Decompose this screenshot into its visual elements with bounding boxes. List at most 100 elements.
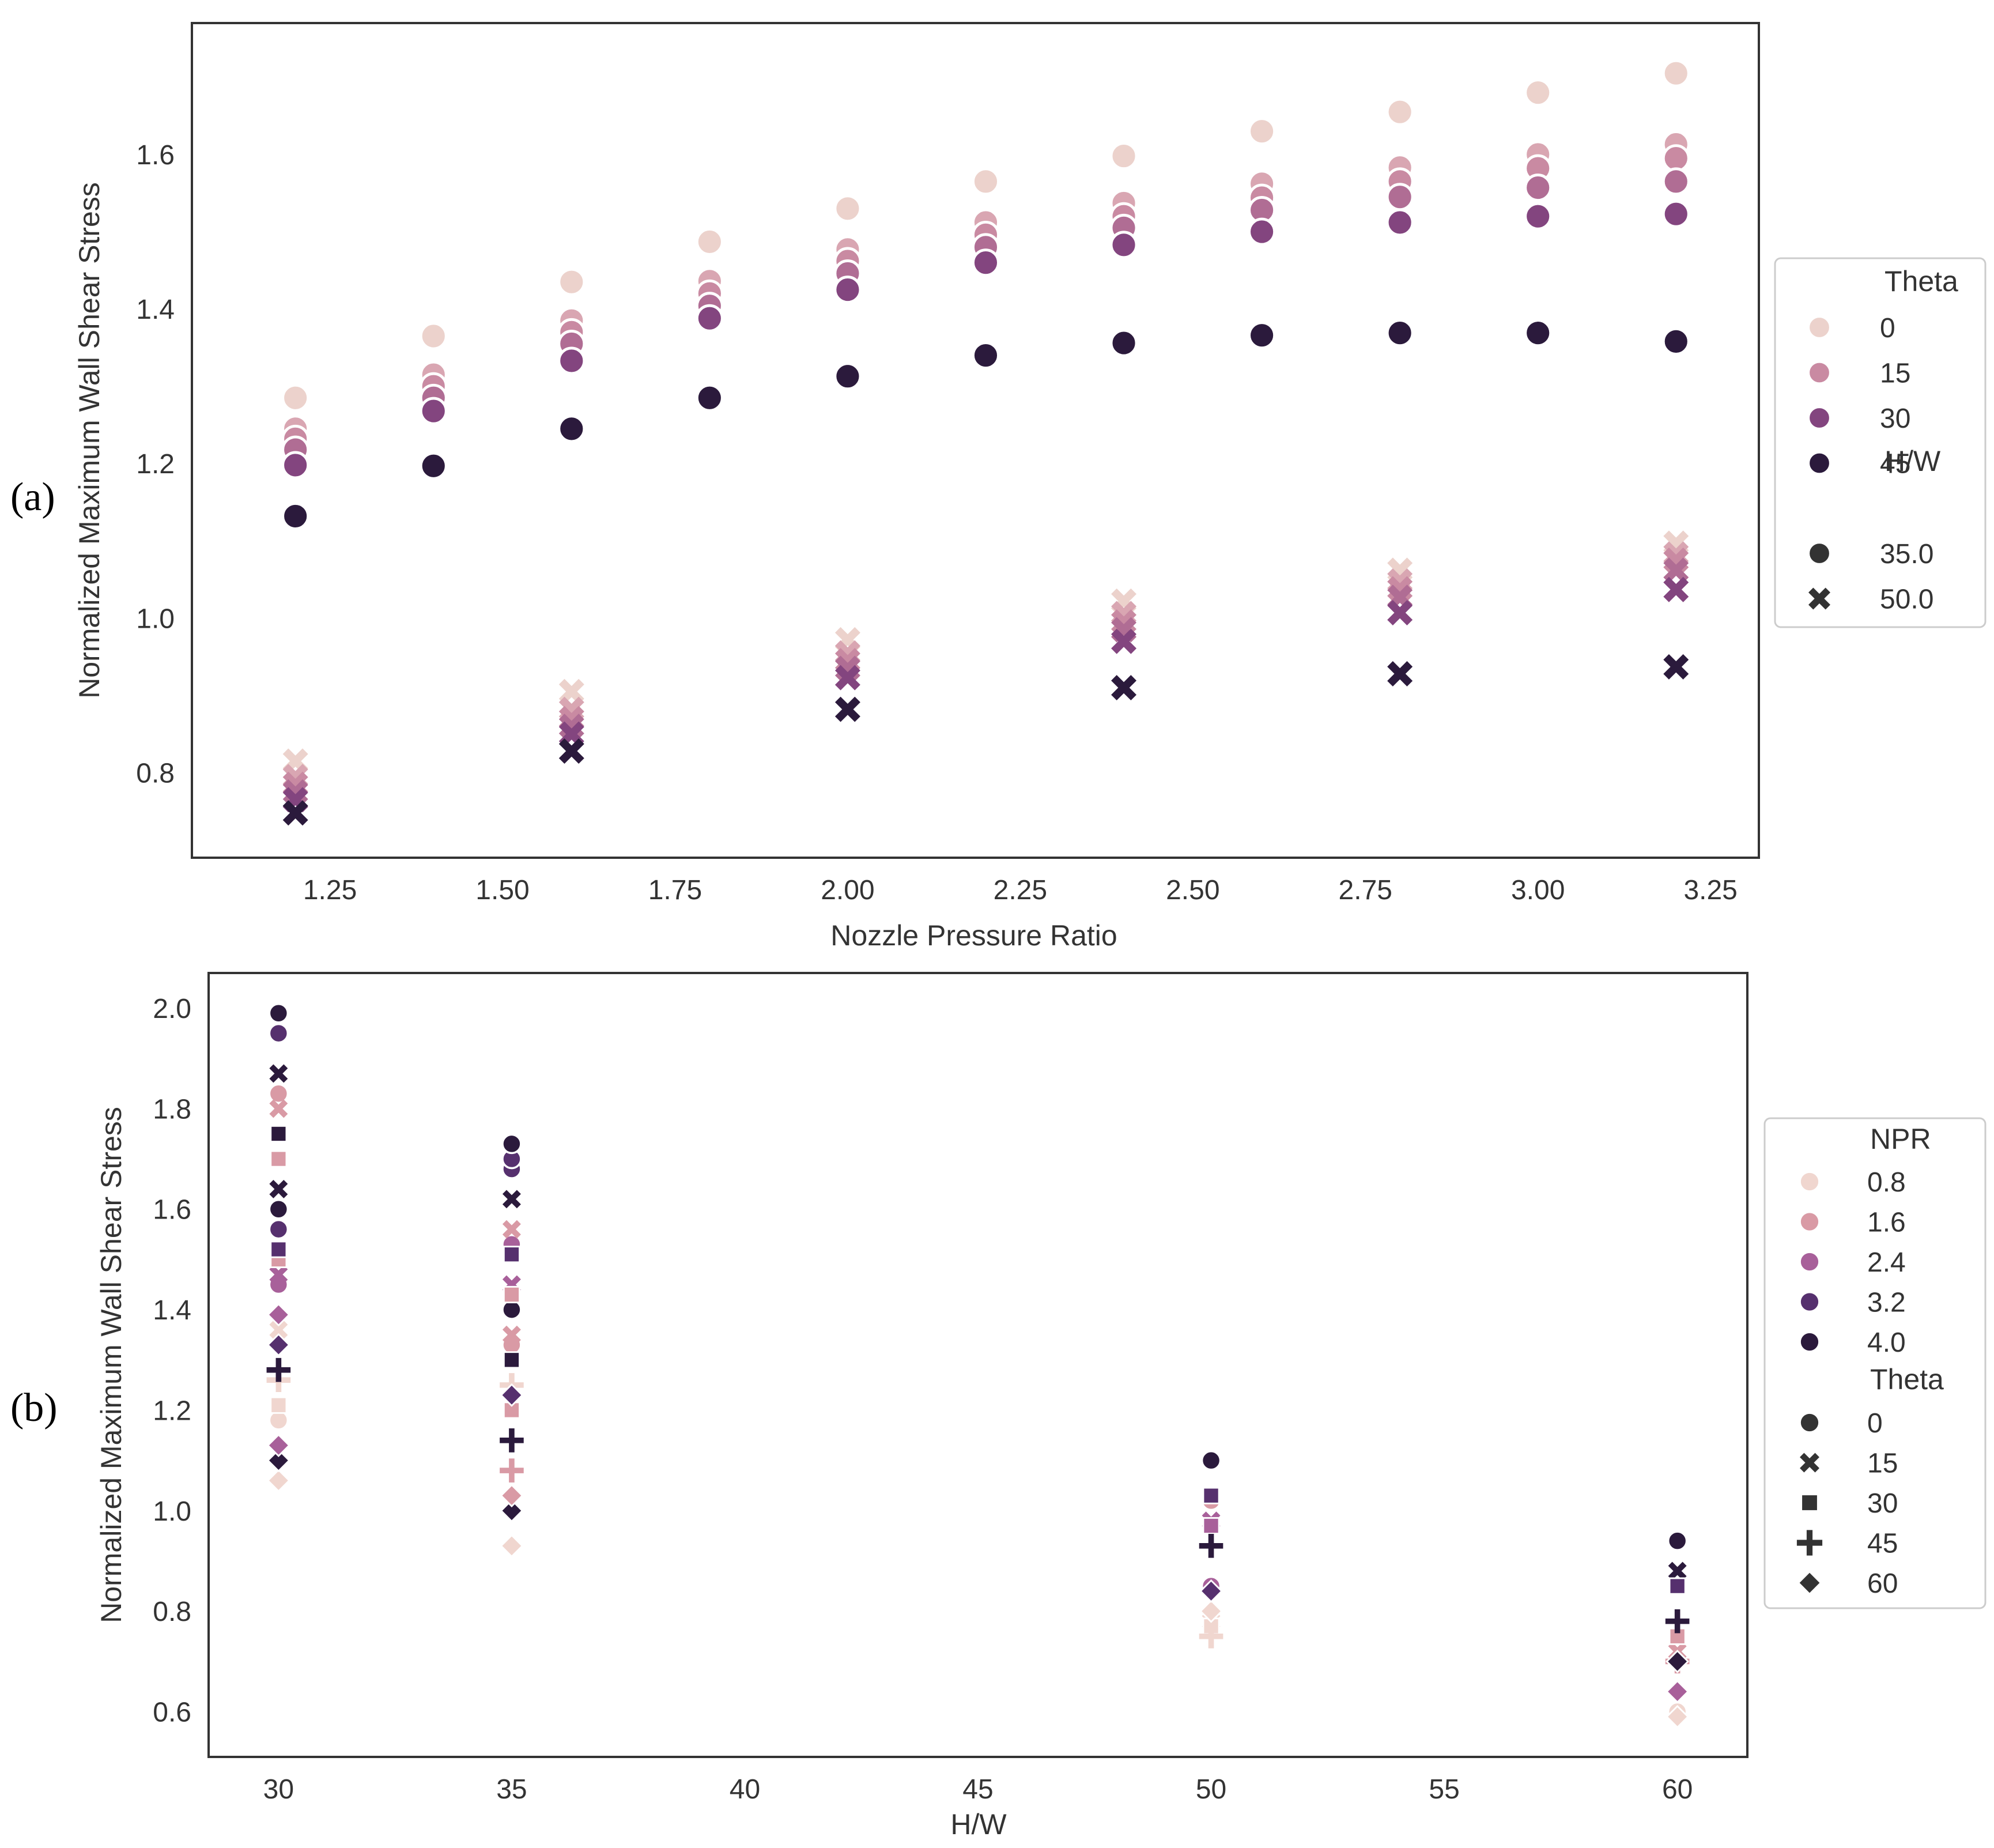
chart-b-point bbox=[502, 1190, 521, 1209]
chart-b-point bbox=[266, 1434, 290, 1457]
chart-a-point bbox=[1661, 167, 1690, 196]
chart-b-point bbox=[1202, 1487, 1220, 1504]
chart-b-legend-style-swatch bbox=[1796, 1530, 1823, 1556]
chart-b-point bbox=[503, 1285, 520, 1303]
chart-b-ytick-label: 0.8 bbox=[153, 1597, 191, 1627]
chart-a-legend-hue-label: 15 bbox=[1880, 359, 1910, 389]
chart-b-plot-frame bbox=[207, 972, 1748, 1758]
chart-a-point bbox=[1524, 78, 1553, 107]
chart-b-legend-style-label: 15 bbox=[1867, 1449, 1898, 1479]
chart-a-point bbox=[1111, 628, 1137, 654]
chart-b-legend-style-label: 45 bbox=[1867, 1529, 1898, 1559]
chart-a-point bbox=[1385, 183, 1414, 212]
chart-b-xtick-label: 30 bbox=[263, 1774, 294, 1805]
chart-a-point bbox=[558, 738, 584, 764]
chart-b-point bbox=[268, 1083, 289, 1104]
chart-b-point bbox=[266, 1303, 290, 1327]
chart-a-point bbox=[833, 362, 862, 391]
chart-a-point bbox=[419, 322, 448, 350]
chart-b-ytick-label: 1.4 bbox=[153, 1295, 191, 1326]
chart-a-legend-hue-swatch bbox=[1807, 451, 1832, 476]
chart-a-point bbox=[281, 501, 310, 530]
chart-b-point bbox=[1199, 1599, 1223, 1623]
chart-b-point bbox=[500, 1499, 524, 1523]
chart-a-ytick-label: 1.0 bbox=[136, 604, 175, 634]
chart-b-xtick-label: 50 bbox=[1196, 1774, 1226, 1805]
chart-b-point bbox=[269, 1099, 288, 1118]
chart-b-legend-hue-label: 3.2 bbox=[1867, 1288, 1906, 1318]
chart-a-point bbox=[834, 665, 860, 691]
chart-a-xtick-label: 1.75 bbox=[648, 875, 702, 906]
chart-b-legend-style-swatch bbox=[1800, 1494, 1819, 1512]
chart-b-legend-style-title: Theta bbox=[1870, 1363, 1944, 1396]
chart-a-ytick-label: 1.6 bbox=[136, 140, 175, 171]
chart-b: H/W Normalized Maximum Wall Shear Stress… bbox=[95, 972, 1987, 1841]
chart-a-point bbox=[1661, 327, 1690, 356]
panel-a-label: (a) bbox=[10, 475, 55, 519]
chart-b-point bbox=[1666, 1680, 1690, 1704]
chart-b-point bbox=[1667, 1530, 1688, 1551]
chart-b-point bbox=[1199, 1579, 1223, 1603]
chart-a-point bbox=[557, 346, 586, 375]
chart-a-point bbox=[1661, 59, 1690, 88]
chart-a-legend-style-title: H/W bbox=[1885, 445, 1941, 477]
chart-b-legend-hue-swatch bbox=[1799, 1291, 1821, 1313]
chart-b-legend-hue-swatch bbox=[1799, 1251, 1821, 1273]
chart-a-point bbox=[1663, 654, 1689, 680]
chart-b-point bbox=[268, 1002, 289, 1024]
chart-b-ytick-label: 2.0 bbox=[153, 994, 191, 1024]
chart-b-xtick-label: 60 bbox=[1662, 1774, 1693, 1805]
chart-b-point bbox=[1199, 1624, 1223, 1649]
chart-b-xtick-label: 35 bbox=[496, 1774, 527, 1805]
chart-b-legend-style-swatch bbox=[1797, 1570, 1822, 1596]
chart-b-point bbox=[503, 1246, 520, 1264]
chart-b-point bbox=[266, 1333, 290, 1357]
chart-a-point bbox=[695, 304, 724, 333]
chart-b-point bbox=[500, 1383, 524, 1407]
chart-b-point bbox=[1666, 1649, 1690, 1673]
chart-b-point bbox=[268, 1198, 289, 1220]
chart-b-point bbox=[268, 1219, 289, 1240]
chart-a-point bbox=[1524, 319, 1553, 348]
chart-b-point bbox=[268, 1023, 289, 1044]
chart-a-legend-style-label: 35.0 bbox=[1880, 539, 1933, 570]
panel-b-label: (b) bbox=[10, 1386, 58, 1430]
chart-a-point bbox=[1248, 217, 1277, 246]
chart-b-ytick-label: 1.8 bbox=[153, 1094, 191, 1125]
chart-b-point bbox=[1200, 1450, 1222, 1471]
chart-b-point bbox=[500, 1534, 524, 1558]
chart-a-legend-hue-swatch bbox=[1807, 405, 1832, 431]
chart-a-point bbox=[695, 228, 724, 256]
chart-b-point bbox=[269, 1064, 288, 1083]
chart-a-point bbox=[282, 800, 308, 826]
chart-b-legend-box bbox=[1763, 1117, 1987, 1609]
chart-a-point bbox=[1385, 319, 1414, 348]
chart-a-point bbox=[1248, 117, 1277, 146]
chart-b-xtick-label: 45 bbox=[962, 1774, 993, 1805]
chart-b-legend-style-label: 0 bbox=[1867, 1408, 1883, 1439]
chart-a-point bbox=[1663, 576, 1689, 602]
chart-b-point bbox=[269, 1320, 288, 1339]
chart-a-legend-hue-label: 30 bbox=[1880, 403, 1910, 434]
chart-b-point bbox=[1202, 1517, 1220, 1535]
chart-a-xtick-label: 1.50 bbox=[475, 875, 529, 906]
chart-b-point bbox=[270, 1240, 288, 1258]
chart-a-legend-style-swatch bbox=[1807, 541, 1832, 566]
chart-a-point bbox=[1661, 144, 1690, 173]
chart-a-legend-hue-swatch bbox=[1807, 315, 1832, 340]
chart-b-point bbox=[500, 1484, 524, 1508]
chart-a-point bbox=[1111, 675, 1137, 701]
chart-b-legend-hue-label: 1.6 bbox=[1867, 1208, 1906, 1238]
chart-b-point bbox=[266, 1449, 290, 1473]
chart-a-point bbox=[1663, 557, 1689, 583]
chart-b-legend-style-swatch bbox=[1800, 1453, 1819, 1473]
chart-a-point bbox=[281, 451, 310, 480]
chart-b-point bbox=[502, 1325, 521, 1344]
chart-a-xtick-label: 1.25 bbox=[303, 875, 357, 906]
chart-b-ytick-label: 1.2 bbox=[153, 1396, 191, 1426]
chart-a-xlabel: Nozzle Pressure Ratio bbox=[830, 919, 1117, 952]
chart-a-point bbox=[972, 167, 1000, 196]
chart-b-ylabel: Normalized Maximum Wall Shear Stress bbox=[95, 1107, 127, 1623]
chart-a-plot-frame bbox=[191, 22, 1760, 859]
chart-a-point bbox=[1385, 97, 1414, 126]
